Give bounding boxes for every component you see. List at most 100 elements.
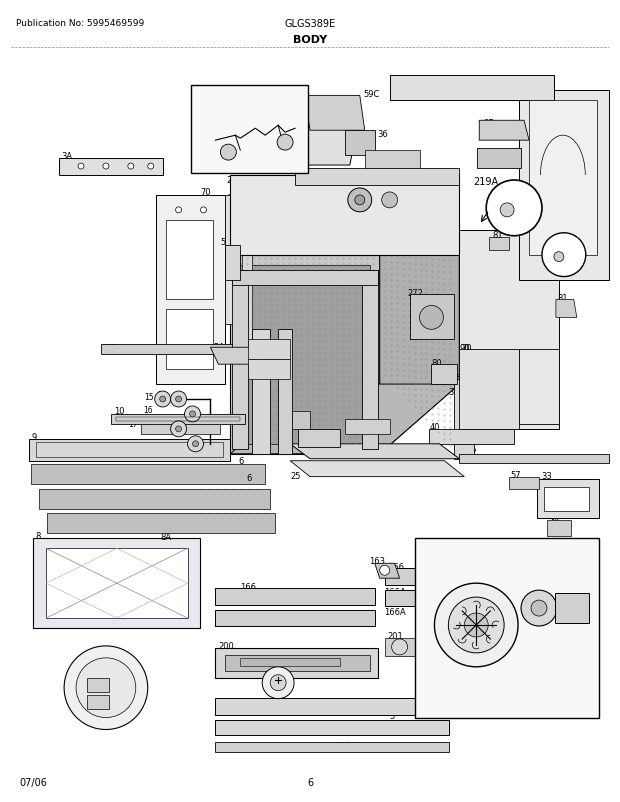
Polygon shape [215,719,450,735]
Text: 6: 6 [253,489,259,499]
Circle shape [160,396,166,403]
Polygon shape [379,186,459,454]
Polygon shape [459,350,519,429]
Polygon shape [295,169,459,186]
Text: 167: 167 [420,632,435,641]
Text: 166A: 166A [384,607,405,616]
Text: 54: 54 [213,342,224,351]
Text: 18: 18 [156,425,165,434]
Text: 163: 163 [369,556,385,565]
Text: 83: 83 [348,413,358,422]
Polygon shape [547,520,571,537]
Text: 198A: 198A [366,152,388,160]
Bar [190,87,308,174]
Text: 81: 81 [557,294,567,302]
Circle shape [185,407,200,423]
Polygon shape [226,245,241,280]
Polygon shape [252,330,270,454]
Polygon shape [365,151,420,191]
Polygon shape [231,176,459,255]
Text: 89: 89 [336,196,347,205]
Circle shape [76,658,136,718]
Circle shape [262,667,294,699]
Text: 79: 79 [228,194,238,203]
Bar [415,539,599,718]
Text: 10: 10 [114,407,125,416]
Text: ReplacementParts.com: ReplacementParts.com [231,395,343,404]
Polygon shape [384,590,539,606]
Polygon shape [141,424,220,435]
Circle shape [542,233,586,277]
Polygon shape [231,255,379,454]
Text: 70: 70 [200,188,211,197]
Polygon shape [519,350,559,424]
Bar [166,310,213,370]
Polygon shape [241,265,370,444]
Text: 90: 90 [459,343,470,352]
Polygon shape [242,250,252,354]
Text: 6: 6 [307,777,313,788]
Polygon shape [459,230,559,429]
Polygon shape [101,345,241,354]
Text: 12: 12 [264,323,275,332]
Circle shape [148,164,154,170]
Text: 1: 1 [450,369,454,379]
Text: 166: 166 [388,562,404,571]
Text: 5: 5 [389,711,395,720]
Polygon shape [232,270,378,286]
Text: 14: 14 [157,390,167,399]
Text: 219: 219 [556,246,572,255]
Text: 166A: 166A [384,587,405,596]
Circle shape [200,208,206,213]
Text: 76: 76 [144,422,154,431]
Bar [87,695,109,709]
Circle shape [554,253,564,262]
Text: 8: 8 [35,531,41,541]
Text: BGLGS389ESB: BGLGS389ESB [417,711,477,719]
Circle shape [188,436,203,452]
Polygon shape [305,96,365,131]
Circle shape [170,421,187,437]
Polygon shape [556,300,577,318]
Text: 163: 163 [545,551,561,560]
Polygon shape [298,429,340,448]
Polygon shape [111,415,246,424]
Polygon shape [156,196,226,385]
Text: 8A: 8A [161,533,172,541]
Polygon shape [226,655,370,671]
Polygon shape [519,91,609,280]
Polygon shape [290,461,464,477]
Bar [544,487,589,511]
Text: BODY: BODY [293,34,327,45]
Text: 29: 29 [300,410,311,419]
Polygon shape [33,539,200,628]
Text: GLGS389E: GLGS389E [285,18,335,29]
Text: 33: 33 [541,472,552,480]
Text: 42: 42 [294,439,304,448]
Text: 36: 36 [378,130,389,139]
Polygon shape [374,564,400,578]
Text: 125: 125 [579,559,595,568]
Polygon shape [410,295,454,340]
Polygon shape [59,159,162,176]
Polygon shape [46,549,188,618]
Text: 70: 70 [461,343,472,352]
Polygon shape [454,379,474,460]
Polygon shape [537,479,599,519]
Text: 3: 3 [448,387,454,396]
Text: 2: 2 [226,176,232,185]
Circle shape [103,164,109,170]
Circle shape [64,646,148,730]
Text: 90A: 90A [242,194,259,203]
Text: 9: 9 [31,433,37,442]
Polygon shape [384,638,415,656]
Text: 41: 41 [298,442,309,451]
Circle shape [348,188,372,213]
Polygon shape [29,439,231,461]
Polygon shape [231,385,459,454]
Text: 07/06: 07/06 [19,777,47,788]
Polygon shape [280,411,310,429]
Text: 179: 179 [90,682,106,691]
Text: 6: 6 [238,456,244,466]
Polygon shape [479,121,529,141]
